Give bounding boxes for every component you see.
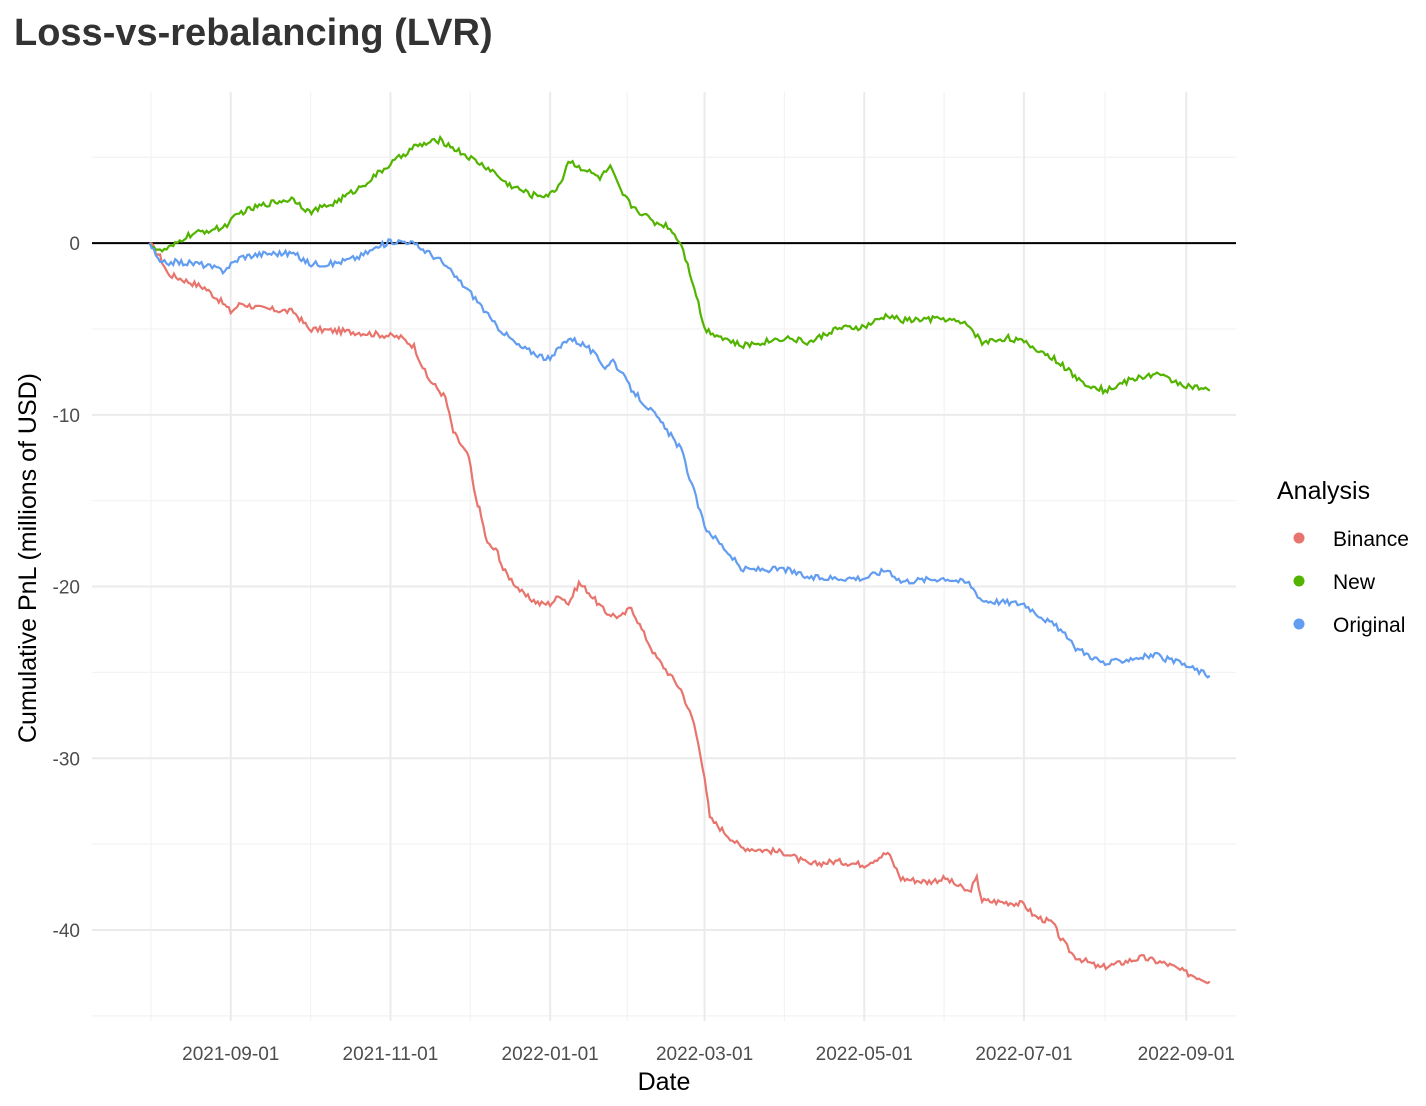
x-tick-label: 2022-01-01 — [502, 1044, 599, 1065]
series-line-new — [148, 134, 1211, 396]
x-tick-label: 2022-07-01 — [975, 1044, 1072, 1065]
y-axis-title: Cumulative PnL (millions of USD) — [14, 373, 42, 743]
page-title: Loss-vs-rebalancing (LVR) — [14, 12, 493, 54]
legend-label-original: Original — [1333, 614, 1405, 637]
legend-key-original — [1293, 618, 1305, 630]
series-line-original — [148, 238, 1211, 679]
legend-label-new: New — [1333, 571, 1376, 594]
legend-label-binance: Binance — [1333, 528, 1409, 551]
x-tick-label: 2021-11-01 — [343, 1044, 439, 1065]
y-tick-label: -40 — [53, 921, 80, 942]
y-tick-label: -20 — [53, 578, 80, 599]
legend: Analysis Binance New Original — [1277, 477, 1409, 637]
x-axis-title: Date — [638, 1068, 691, 1096]
x-tick-label: 2021-09-01 — [182, 1044, 279, 1065]
series-layer — [148, 134, 1211, 985]
series-line-binance — [149, 242, 1211, 985]
legend-key-new — [1293, 575, 1305, 587]
legend-title: Analysis — [1277, 477, 1370, 505]
y-tick-label: -30 — [53, 749, 80, 770]
grid-major — [92, 92, 1236, 1021]
x-tick-label: 2022-09-01 — [1138, 1044, 1235, 1065]
y-tick-label: -10 — [53, 406, 80, 427]
x-tick-label: 2022-03-01 — [656, 1044, 753, 1065]
x-axis-ticks: 2021-09-01 2021-11-01 2022-01-01 2022-03-01… — [182, 1044, 1235, 1065]
y-tick-label: 0 — [69, 234, 80, 255]
legend-key-binance — [1293, 532, 1305, 544]
x-tick-label: 2022-05-01 — [816, 1044, 913, 1065]
y-axis-ticks: 0 -10 -20 -30 -40 — [53, 234, 80, 942]
grid-minor — [92, 92, 1236, 1021]
